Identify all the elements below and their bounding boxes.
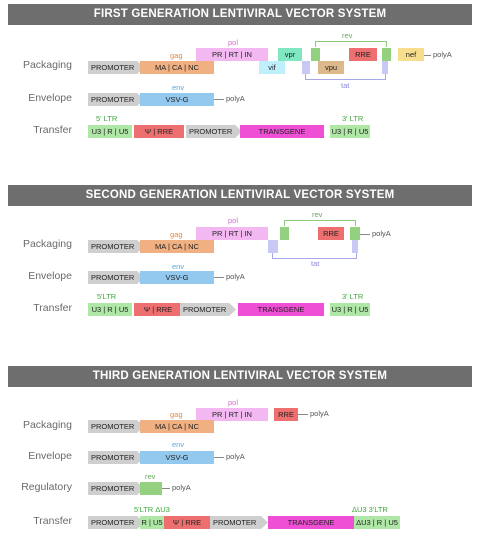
- label-regulatory: Regulatory: [21, 481, 72, 493]
- env-label: env: [172, 83, 185, 92]
- ltr3-label: ΔU3 3'LTR: [352, 505, 388, 514]
- gag-box: MA | CA | NC: [140, 240, 214, 253]
- promoter-box: PROMOTER: [88, 240, 144, 253]
- promoter-box: PROMOTER: [88, 451, 144, 464]
- rre-box: RRE: [318, 227, 344, 240]
- polya-line: [360, 234, 370, 235]
- ltr5-label: 5'LTR ΔU3: [134, 505, 170, 514]
- gag-label: gag: [170, 230, 183, 239]
- ltr5-box: R | U5: [140, 516, 164, 529]
- gag-box: MA | CA | NC: [140, 420, 214, 433]
- ltr3-box: U3 | R | U5: [330, 125, 370, 138]
- label-transfer: Transfer: [33, 515, 72, 527]
- polya-line: [424, 55, 431, 56]
- vsvg-box: VSV-G: [140, 451, 214, 464]
- pol-box: PR | RT | IN: [196, 48, 268, 61]
- pol-box: PR | RT | IN: [196, 408, 268, 421]
- rev-bracket: [315, 41, 387, 47]
- ltr5-box: U3 | R | U5: [88, 125, 132, 138]
- vif-box: vif: [259, 61, 285, 74]
- tat-label: tat: [311, 259, 320, 268]
- label-packaging: Packaging: [22, 419, 72, 431]
- polya-label: polyA: [433, 50, 452, 59]
- gag-box: MA | CA | NC: [140, 61, 214, 74]
- ltr3-label: 3' LTR: [342, 292, 364, 301]
- gag-label: gag: [170, 410, 183, 419]
- tat-bracket: [305, 74, 386, 80]
- promoter-box: PROMOTER: [180, 303, 236, 316]
- pol-box: PR | RT | IN: [196, 227, 268, 240]
- polya-line: [162, 488, 170, 489]
- psi-rre-box: Ψ | RRE: [164, 516, 210, 529]
- polya-line: [214, 457, 224, 458]
- pol-label: pol: [228, 38, 239, 47]
- header-first-generation: FIRST GENERATION LENTIVIRAL VECTOR SYSTE…: [8, 4, 472, 25]
- ltr3-box: ΔU3 | R | U5: [354, 516, 400, 529]
- label-packaging: Packaging: [22, 59, 72, 71]
- rev-exon1: [311, 48, 320, 61]
- polya-label: polyA: [226, 452, 245, 461]
- tat-label: tat: [341, 81, 350, 90]
- rev-bracket: [284, 220, 356, 226]
- label-envelope: Envelope: [28, 450, 72, 462]
- polya-label: polyA: [226, 272, 245, 281]
- env-label: env: [172, 262, 185, 271]
- tat-bracket: [272, 253, 357, 259]
- polya-label: polyA: [310, 409, 329, 418]
- rev-exon2: [350, 227, 360, 240]
- ltr5-label: 5' LTR: [96, 114, 118, 123]
- rre-box: RRE: [274, 408, 298, 421]
- vpr-box: vpr: [278, 48, 302, 61]
- rev-box: [140, 482, 162, 495]
- ltr5-label: 5'LTR: [97, 292, 117, 301]
- rev-label: rev: [145, 472, 156, 481]
- rev-exon1: [280, 227, 289, 240]
- rev-exon2: [382, 48, 391, 61]
- promoter-box: PROMOTER: [210, 516, 268, 529]
- pol-label: pol: [228, 216, 239, 225]
- nef-box: nef: [398, 48, 424, 61]
- vpu-box: vpu: [318, 61, 344, 74]
- promoter-box: PROMOTER: [88, 271, 144, 284]
- label-transfer: Transfer: [33, 124, 72, 136]
- rev-label: rev: [312, 210, 323, 219]
- polya-label: polyA: [172, 483, 191, 492]
- tat-exon2: [352, 240, 358, 253]
- promoter-box: PROMOTER: [88, 420, 144, 433]
- polya-line: [214, 277, 224, 278]
- polya-label: polyA: [226, 94, 245, 103]
- rev-label: rev: [342, 31, 353, 40]
- rre-box: RRE: [349, 48, 377, 61]
- header-second-generation: SECOND GENERATION LENTIVIRAL VECTOR SYST…: [8, 185, 472, 206]
- vsvg-box: VSV-G: [140, 93, 214, 106]
- tat-exon1: [268, 240, 278, 253]
- pol-label: pol: [228, 398, 239, 407]
- ltr3-label: 3' LTR: [342, 114, 364, 123]
- promoter-box: PROMOTER: [88, 61, 144, 74]
- promoter-box: PROMOTER: [88, 516, 144, 529]
- header-third-generation: THIRD GENERATION LENTIVIRAL VECTOR SYSTE…: [8, 366, 472, 387]
- ltr3-box: U3 | R | U5: [330, 303, 370, 316]
- polya-label: polyA: [372, 229, 391, 238]
- transgene-box: TRANSGENE: [240, 125, 324, 138]
- label-packaging: Packaging: [22, 238, 72, 250]
- psi-rre-box: Ψ | RRE: [134, 303, 182, 316]
- label-transfer: Transfer: [33, 302, 72, 314]
- ltr5-box: U3 | R | U5: [88, 303, 132, 316]
- polya-line: [298, 414, 308, 415]
- env-label: env: [172, 440, 185, 449]
- transgene-box: TRANSGENE: [238, 303, 324, 316]
- promoter-box: PROMOTER: [186, 125, 242, 138]
- transgene-box: TRANSGENE: [268, 516, 354, 529]
- tat-exon1: [302, 61, 310, 74]
- polya-line: [214, 99, 224, 100]
- promoter-box: PROMOTER: [88, 482, 144, 495]
- promoter-box: PROMOTER: [88, 93, 144, 106]
- label-envelope: Envelope: [28, 270, 72, 282]
- label-envelope: Envelope: [28, 92, 72, 104]
- vsvg-box: VSV-G: [140, 271, 214, 284]
- tat-exon2: [382, 61, 388, 74]
- gag-label: gag: [170, 51, 183, 60]
- psi-rre-box: Ψ | RRE: [134, 125, 184, 138]
